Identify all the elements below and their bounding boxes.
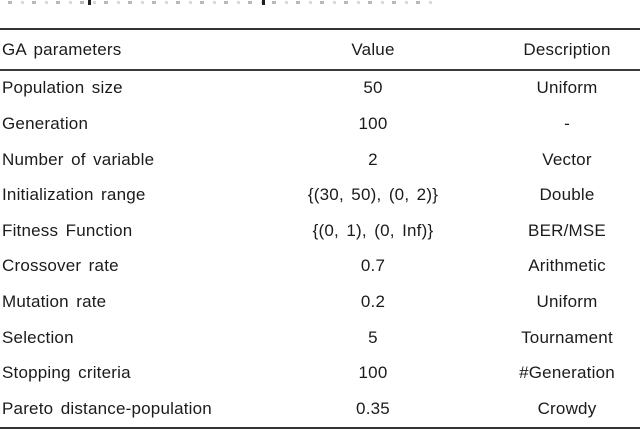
value-cell: {(30, 50), (0, 2)} <box>307 185 439 205</box>
column-header-description: Description <box>523 39 611 59</box>
table-row: Population size 50 Uniform <box>0 71 640 107</box>
param-cell: Number of variable <box>2 149 155 169</box>
table-row: Fitness Function {(0, 1), (0, Inf)} BER/… <box>0 213 640 249</box>
description-cell: Uniform <box>536 78 598 98</box>
table-row: Stopping criteria 100 #Generation <box>0 355 640 391</box>
param-cell: Population size <box>2 78 123 98</box>
column-header-value: Value <box>351 39 395 59</box>
value-cell: 50 <box>363 78 383 98</box>
value-cell: 0.7 <box>360 256 386 276</box>
value-cell: {(0, 1), (0, Inf)} <box>312 220 434 240</box>
value-cell: 0.35 <box>356 398 390 418</box>
table-row: Crossover rate 0.7 Arithmetic <box>0 249 640 285</box>
param-cell: Fitness Function <box>2 220 133 240</box>
param-cell: Crossover rate <box>2 256 119 276</box>
param-cell: Pareto distance-population <box>2 398 212 418</box>
description-cell: Crowdy <box>537 398 597 418</box>
description-cell: BER/MSE <box>528 220 606 240</box>
value-cell: 100 <box>358 363 388 383</box>
table-row: Generation 100 - <box>0 106 640 142</box>
table-top-rule <box>0 28 640 31</box>
param-cell: Mutation rate <box>2 291 107 311</box>
caption-letter-bottom-marks <box>8 1 434 4</box>
caption-descender-mark <box>88 0 91 5</box>
table-row: Initialization range {(30, 50), (0, 2)} … <box>0 177 640 213</box>
value-cell: 100 <box>358 113 388 133</box>
table-bottom-rule <box>0 426 640 429</box>
caption-descender-mark <box>262 0 265 5</box>
description-cell: Tournament <box>521 327 613 347</box>
table-header-row: GA parameters Value Description <box>0 30 640 69</box>
description-cell: #Generation <box>519 363 615 383</box>
description-cell: Vector <box>542 149 592 169</box>
table-row: Selection 5 Tournament <box>0 320 640 356</box>
cropped-caption-fragments <box>8 0 434 5</box>
param-cell: Generation <box>2 113 89 133</box>
table-row: Number of variable 2 Vector <box>0 142 640 178</box>
description-cell: - <box>564 113 570 133</box>
description-cell: Uniform <box>536 291 598 311</box>
param-cell: Initialization range <box>2 185 146 205</box>
table-header-divider <box>0 69 640 71</box>
param-cell: Selection <box>2 327 74 347</box>
description-cell: Double <box>539 185 595 205</box>
description-cell: Arithmetic <box>528 256 606 276</box>
table-row: Mutation rate 0.2 Uniform <box>0 284 640 320</box>
param-cell: Stopping criteria <box>2 363 131 383</box>
ga-parameters-table: GA parameters Value Description Populati… <box>0 28 640 429</box>
column-header-ga-parameters: GA parameters <box>2 39 122 59</box>
value-cell: 5 <box>368 327 378 347</box>
value-cell: 2 <box>368 149 378 169</box>
value-cell: 0.2 <box>360 291 386 311</box>
table-row: Pareto distance-population 0.35 Crowdy <box>0 391 640 427</box>
